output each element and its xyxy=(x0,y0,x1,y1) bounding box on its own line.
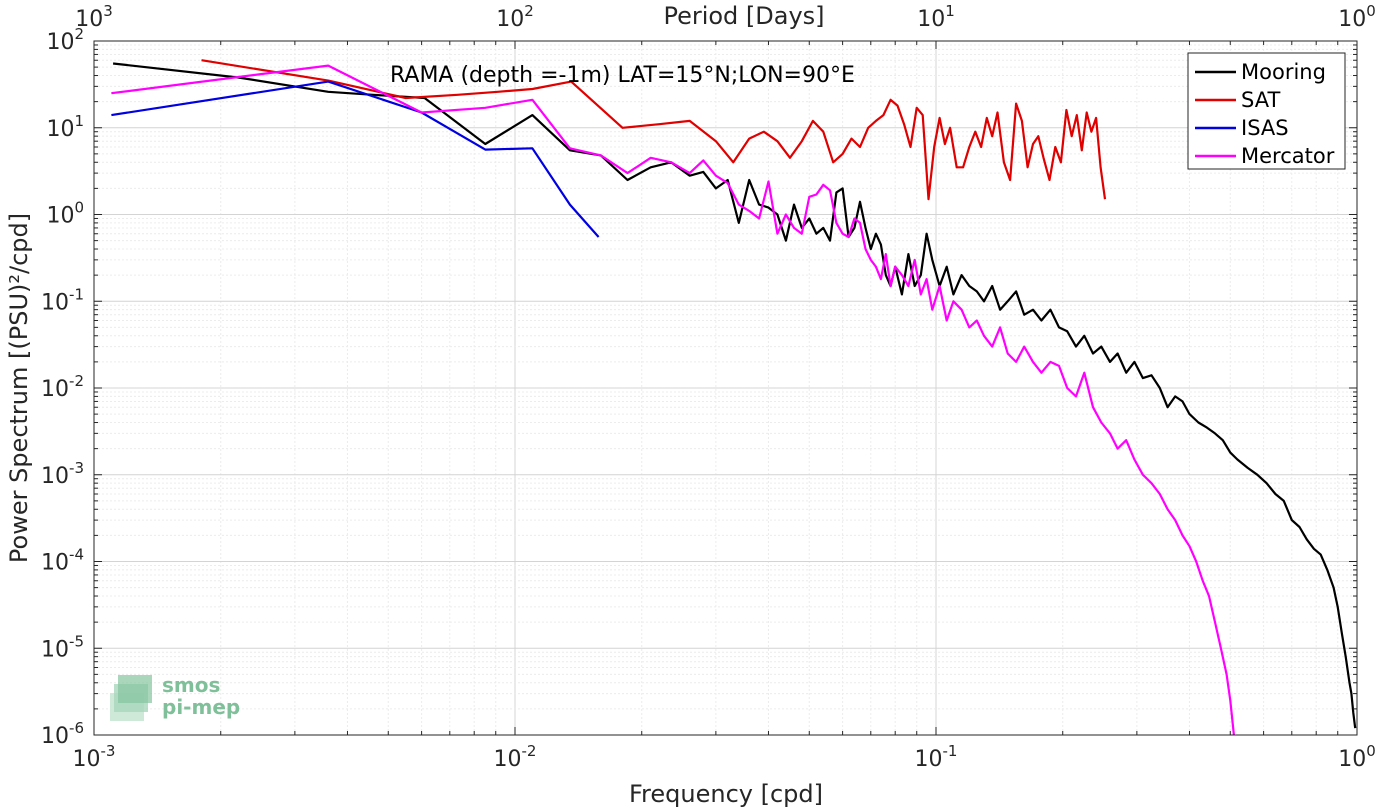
series-line-sat xyxy=(201,59,1107,201)
x-axis-label: Frequency [cpd] xyxy=(629,780,823,808)
legend-label-sat: SAT xyxy=(1241,88,1280,112)
y-tick-label: 10-5 xyxy=(41,632,84,662)
y-tick-label: 10-6 xyxy=(41,719,84,749)
x-tick-label: 10-2 xyxy=(494,742,537,772)
legend-label-isas: ISAS xyxy=(1241,116,1289,140)
y-tick-label: 100 xyxy=(46,199,84,229)
series-line-mercator xyxy=(111,64,1235,735)
x-tick-label: 10-1 xyxy=(915,742,958,772)
smos-pi-mep-logo: smos pi-mep xyxy=(110,673,240,721)
logo-text-line1: smos xyxy=(162,673,220,697)
top-tick-label: 100 xyxy=(1338,2,1376,32)
grid xyxy=(93,41,1357,736)
top-tick-label: 101 xyxy=(917,2,955,32)
y-tick-label: 10-4 xyxy=(41,546,84,576)
y-tick-label: 102 xyxy=(46,25,84,55)
x-tick-label: 10-3 xyxy=(73,742,116,772)
y-tick-label: 101 xyxy=(46,112,84,142)
top-axis-label: Period [Days] xyxy=(663,2,824,30)
tick-labels: 10-3 10-2 10-1 100 10-6 10-5 10-4 10-3 10-2 10-1 1… xyxy=(41,2,1376,772)
legend: Mooring SAT ISAS Mercator xyxy=(1187,52,1346,170)
y-tick-label: 10-2 xyxy=(41,372,84,402)
x-tick-label: 100 xyxy=(1338,742,1376,772)
y-axis-label: Power Spectrum [(PSU)²/cpd] xyxy=(5,213,33,563)
legend-label-mercator: Mercator xyxy=(1241,144,1335,168)
logo-text-line2: pi-mep xyxy=(162,695,240,719)
y-tick-label: 10-1 xyxy=(41,285,84,315)
top-tick-label: 102 xyxy=(496,2,534,32)
top-tick-label: 103 xyxy=(75,2,113,32)
series-line-mooring xyxy=(112,62,1357,729)
y-tick-label: 10-3 xyxy=(41,459,84,489)
tick-marks xyxy=(93,41,1357,736)
series-group xyxy=(111,59,1357,735)
chart-title: RAMA (depth =-1m) LAT=15°N;LON=90°E xyxy=(390,63,855,88)
legend-label-mooring: Mooring xyxy=(1241,60,1326,84)
logo-layer-3 xyxy=(118,675,152,703)
series-line-isas xyxy=(111,80,600,238)
